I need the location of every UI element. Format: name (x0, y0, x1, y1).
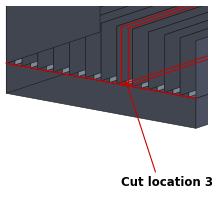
Polygon shape (164, 35, 173, 94)
Polygon shape (6, 0, 109, 7)
Polygon shape (94, 48, 195, 81)
Polygon shape (100, 0, 109, 34)
Polygon shape (117, 26, 126, 85)
Polygon shape (126, 54, 220, 87)
Polygon shape (15, 34, 116, 66)
Polygon shape (47, 13, 54, 72)
Polygon shape (22, 0, 116, 66)
Polygon shape (54, 15, 62, 74)
Polygon shape (196, 9, 220, 98)
Polygon shape (173, 5, 220, 94)
Polygon shape (163, 0, 172, 45)
Polygon shape (78, 45, 179, 78)
Polygon shape (126, 0, 219, 85)
Polygon shape (70, 0, 163, 75)
Polygon shape (85, 0, 188, 22)
Polygon shape (180, 38, 189, 97)
Polygon shape (22, 9, 31, 68)
Polygon shape (94, 0, 188, 79)
Polygon shape (62, 16, 70, 75)
Polygon shape (116, 0, 125, 37)
Polygon shape (31, 10, 38, 69)
Polygon shape (38, 0, 140, 13)
Polygon shape (47, 0, 140, 71)
Polygon shape (54, 0, 147, 72)
Polygon shape (6, 0, 100, 63)
Polygon shape (157, 60, 220, 92)
Polygon shape (179, 0, 188, 48)
Polygon shape (196, 67, 220, 128)
Polygon shape (132, 0, 140, 39)
Polygon shape (133, 29, 141, 88)
Polygon shape (62, 0, 156, 74)
Polygon shape (100, 32, 220, 97)
Polygon shape (78, 0, 172, 77)
Polygon shape (15, 0, 109, 65)
Text: Cut location 3: Cut location 3 (121, 176, 213, 189)
Polygon shape (38, 12, 47, 71)
Polygon shape (85, 0, 179, 78)
Polygon shape (117, 0, 211, 84)
Polygon shape (180, 7, 220, 39)
Polygon shape (38, 0, 132, 69)
Polygon shape (133, 0, 220, 31)
Polygon shape (62, 42, 163, 75)
Polygon shape (110, 51, 211, 84)
Polygon shape (6, 32, 220, 98)
Polygon shape (6, 32, 100, 93)
Polygon shape (133, 0, 220, 87)
Polygon shape (189, 8, 220, 97)
Polygon shape (31, 0, 125, 68)
Polygon shape (164, 4, 220, 92)
Polygon shape (148, 1, 220, 90)
Polygon shape (101, 0, 204, 25)
Polygon shape (6, 6, 15, 65)
Polygon shape (94, 22, 101, 81)
Polygon shape (141, 0, 220, 88)
Polygon shape (47, 39, 147, 72)
Polygon shape (101, 23, 110, 82)
Polygon shape (147, 0, 156, 42)
Polygon shape (173, 63, 220, 95)
Polygon shape (211, 0, 219, 54)
Polygon shape (164, 4, 220, 37)
Polygon shape (54, 0, 156, 16)
Polygon shape (31, 37, 132, 69)
Polygon shape (6, 0, 100, 63)
Polygon shape (148, 1, 220, 34)
Polygon shape (148, 32, 157, 91)
Polygon shape (157, 2, 220, 91)
Polygon shape (117, 0, 219, 28)
Polygon shape (70, 17, 78, 77)
Polygon shape (141, 57, 220, 90)
Polygon shape (101, 0, 195, 81)
Polygon shape (85, 20, 94, 79)
Polygon shape (126, 28, 133, 87)
Polygon shape (15, 7, 22, 66)
Polygon shape (157, 34, 164, 92)
Polygon shape (173, 37, 180, 95)
Polygon shape (180, 7, 220, 95)
Polygon shape (195, 0, 204, 51)
Polygon shape (22, 0, 125, 10)
Polygon shape (78, 19, 85, 78)
Polygon shape (110, 0, 204, 82)
Polygon shape (141, 31, 148, 90)
Polygon shape (110, 25, 117, 84)
Polygon shape (6, 63, 196, 128)
Polygon shape (70, 0, 172, 19)
